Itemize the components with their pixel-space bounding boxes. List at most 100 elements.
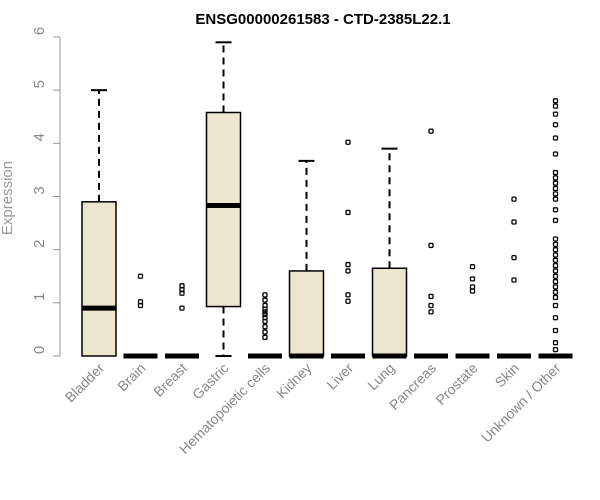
outlier-point <box>345 268 351 274</box>
outlier-point <box>469 284 476 290</box>
outlier-point <box>552 122 559 128</box>
outlier-point <box>552 247 559 253</box>
iqr-box <box>205 111 242 308</box>
y-axis: 0 1 2 3 4 5 6 <box>31 27 61 357</box>
outlier-point <box>552 185 559 192</box>
iqr-box <box>371 267 408 357</box>
outlier-point <box>552 252 559 258</box>
box-group <box>205 41 242 357</box>
outlier-point <box>552 111 559 117</box>
box-group <box>371 147 408 359</box>
box-group <box>497 196 531 359</box>
box-group <box>414 128 448 359</box>
outlier-point <box>262 334 268 341</box>
outlier-point <box>262 329 268 335</box>
outlier-point <box>262 311 268 318</box>
outlier-point <box>428 302 434 309</box>
y-tick-label: 2 <box>31 239 48 247</box>
outlier-point <box>262 315 268 321</box>
outlier-point <box>428 128 434 134</box>
outlier-point <box>552 284 559 290</box>
outlier-point <box>552 262 559 269</box>
outlier-point <box>262 309 268 315</box>
outlier-point <box>428 293 434 300</box>
outlier-point <box>137 273 144 279</box>
outlier-point <box>552 241 559 248</box>
outlier-point <box>552 236 559 242</box>
box-group <box>165 283 199 359</box>
outlier-point <box>552 268 559 274</box>
outlier-point <box>552 135 559 141</box>
outlier-point <box>262 292 268 298</box>
outlier-point <box>469 288 476 294</box>
outlier-point <box>552 327 559 334</box>
x-tick-label: Unknown / Other <box>478 360 564 446</box>
y-tick-label: 3 <box>31 186 48 194</box>
x-tick-label: Prostate <box>432 360 480 408</box>
x-tick-label: Lung <box>364 360 397 393</box>
outlier-point <box>345 261 351 268</box>
outlier-point <box>552 191 559 197</box>
box-group <box>331 139 365 359</box>
box-group <box>455 264 490 359</box>
outlier-point <box>552 302 559 309</box>
y-tick-label: 6 <box>31 27 48 35</box>
outlier-point <box>552 207 559 213</box>
outlier-point <box>262 324 268 330</box>
x-tick-label: Liver <box>323 360 356 393</box>
outlier-point <box>552 151 559 157</box>
x-tick-label: Brain <box>114 360 148 394</box>
box-group <box>248 292 282 359</box>
outlier-point <box>428 309 434 315</box>
outlier-point <box>552 289 559 295</box>
outlier-point <box>552 257 559 263</box>
outlier-point <box>262 302 268 309</box>
box-group <box>81 89 117 357</box>
y-tick-label: 4 <box>31 133 48 141</box>
box-group <box>538 98 573 359</box>
outlier-point <box>428 242 434 249</box>
outlier-point <box>262 297 268 303</box>
outlier-point <box>345 139 351 145</box>
outlier-point <box>552 196 559 202</box>
x-tick-label: Skin <box>492 360 523 391</box>
x-tick-label: Breast <box>150 360 190 400</box>
box-groups <box>81 41 573 359</box>
outlier-point <box>552 103 559 109</box>
chart-title: ENSG00000261583 - CTD-2385L22.1 <box>195 11 450 28</box>
box-group <box>288 159 325 359</box>
iqr-box <box>288 270 325 357</box>
y-tick-label: 5 <box>31 80 48 88</box>
x-tick-label: Bladder <box>62 360 108 406</box>
outlier-point <box>179 283 185 289</box>
outlier-point <box>552 175 559 181</box>
outlier-point <box>345 292 351 298</box>
outlier-point <box>511 277 517 283</box>
outlier-point <box>511 219 517 225</box>
outlier-point <box>137 299 144 305</box>
outlier-point <box>552 169 559 176</box>
box-group <box>123 273 158 359</box>
outlier-point <box>511 196 517 202</box>
outlier-point <box>345 298 351 304</box>
x-tick-label: Kidney <box>273 360 315 402</box>
outlier-point <box>552 273 559 279</box>
outlier-point <box>552 217 559 224</box>
iqr-box <box>81 201 117 357</box>
outlier-point <box>511 254 517 261</box>
outlier-point <box>345 209 351 216</box>
y-tick-label: 1 <box>31 293 48 301</box>
outlier-point <box>552 98 559 104</box>
outlier-point <box>552 340 559 346</box>
outlier-point <box>552 278 559 285</box>
outlier-point <box>552 315 559 321</box>
outlier-point <box>552 294 559 301</box>
y-tick-label: 0 <box>31 346 48 354</box>
outlier-point <box>179 305 185 311</box>
outlier-point <box>552 346 559 353</box>
y-axis-label: Expression <box>0 161 16 235</box>
outlier-point <box>469 276 476 282</box>
outlier-point <box>552 180 559 186</box>
